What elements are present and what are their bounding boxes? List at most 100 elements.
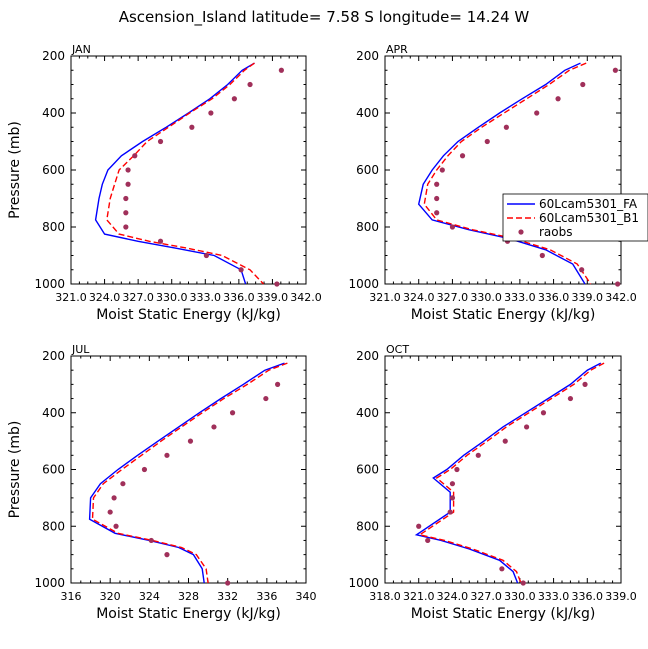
raobs-point	[580, 81, 586, 88]
panels: 321.0 324.0 327.0 330.0 333.0 336.0 339.0 342.0…	[7, 43, 637, 622]
raobs-point	[263, 395, 269, 402]
raobs-point	[164, 452, 170, 458]
x-axis-label: Moist Static Energy (kJ/kg)	[411, 606, 596, 622]
raobs-point	[157, 138, 164, 145]
raobs-point	[225, 580, 231, 586]
y-tick-label: 200	[42, 349, 65, 363]
raobs-point	[502, 438, 508, 444]
raobs-point	[434, 210, 440, 216]
raobs-point	[208, 110, 214, 116]
plot-frame	[384, 355, 622, 584]
x-tick-label: 324.0	[403, 291, 435, 304]
raobs-point	[238, 267, 244, 273]
raobs-point	[582, 381, 588, 387]
y-tick-label: 400	[42, 406, 65, 420]
x-tick-label: 339.0	[605, 590, 637, 603]
raobs-point	[416, 523, 422, 529]
x-tick-label: 318.0	[369, 590, 401, 603]
y-tick-label: 400	[356, 106, 379, 120]
raobs-point	[229, 410, 236, 416]
raobs-point	[231, 96, 237, 102]
raobs-point	[189, 124, 195, 130]
raobs-point	[579, 267, 585, 273]
raobs-point	[125, 181, 131, 187]
raobs-point	[113, 523, 119, 529]
raobs-point	[439, 167, 445, 173]
panel-jan: 321.0 324.0 327.0 330.0 333.0 336.0 339.0 342.0…	[7, 43, 322, 323]
y-tick-label: 800	[356, 519, 379, 533]
panel-label: JAN	[71, 43, 91, 56]
raobs-point	[555, 96, 561, 102]
x-tick-label: 336	[256, 590, 277, 603]
raobs-point	[247, 81, 253, 88]
y-tick-label: 800	[42, 519, 65, 533]
y-tick-label: 600	[42, 163, 65, 177]
raobs-point	[449, 481, 456, 487]
raobs-point	[278, 67, 284, 73]
raobs-point	[203, 252, 210, 259]
x-tick-label: 333.0	[190, 291, 222, 304]
y-tick-label: 1000	[348, 277, 379, 291]
y-tick-label: 800	[42, 220, 65, 234]
legend-entry-label: raobs	[539, 225, 573, 239]
y-axis-label: Pressure (mb)	[7, 121, 23, 219]
raobs-point	[275, 381, 281, 387]
series-line-60lcam5301-b1	[418, 362, 605, 584]
x-axis-label: Moist Static Energy (kJ/kg)	[96, 307, 281, 323]
raobs-point	[449, 495, 456, 501]
x-tick-label: 339.0	[572, 291, 604, 304]
y-tick-label: 200	[356, 349, 379, 363]
raobs-point	[434, 181, 440, 187]
y-tick-label: 1000	[34, 576, 65, 590]
panel-oct: 318.0 321.0 324.0 327.0 330.0 333.0 336.0 339.0…	[348, 343, 636, 622]
x-tick-label: 330.0	[504, 590, 536, 603]
raobs-point	[615, 281, 621, 287]
plot-frame	[384, 55, 622, 285]
x-tick-label: 321.0	[55, 291, 87, 304]
series-line-60lcam5301-fa	[417, 62, 586, 285]
legend-entry-label: 60Lcam5301_FA	[539, 197, 638, 211]
raobs-point	[567, 395, 574, 402]
panel-apr: 321.0 324.0 327.0 330.0 333.0 336.0 339.0 342.0…	[348, 43, 636, 323]
raobs-point	[111, 495, 117, 501]
x-tick-label: 324	[139, 590, 160, 603]
y-tick-label: 1000	[34, 277, 65, 291]
raobs-point	[120, 481, 126, 487]
y-tick-label: 1000	[348, 576, 379, 590]
figure-title: Ascension_Island latitude= 7.58 S longit…	[119, 8, 530, 27]
x-axis-label: Moist Static Energy (kJ/kg)	[411, 307, 596, 323]
x-tick-label: 332	[217, 590, 238, 603]
panel-jul: 316 320 324 328 332 336 340 200 400 600 800 1000 JUL…	[7, 343, 317, 622]
x-tick-label: 321.0	[403, 590, 435, 603]
y-tick-label: 400	[42, 106, 65, 120]
x-tick-label: 327.0	[437, 291, 469, 304]
y-tick-label: 400	[356, 406, 379, 420]
series-line-60lcam5301-b1	[423, 62, 592, 285]
raobs-point	[157, 238, 164, 244]
y-tick-label: 600	[42, 463, 65, 477]
series-line-60lcam5301-fa	[414, 362, 602, 584]
raobs-point	[539, 252, 545, 259]
x-tick-label: 330.0	[156, 291, 188, 304]
x-tick-label: 342.0	[290, 291, 322, 304]
x-tick-label: 316	[61, 590, 82, 603]
raobs-point	[524, 424, 530, 430]
raobs-point	[612, 67, 618, 73]
x-tick-label: 342.0	[605, 291, 637, 304]
raobs-point	[434, 195, 440, 202]
legend-entry-label: 60Lcam5301_B1	[539, 211, 639, 225]
panel-label: OCT	[386, 343, 409, 356]
raobs-point	[503, 124, 509, 130]
x-tick-label: 324.0	[89, 291, 121, 304]
series-line-60lcam5301-b1	[106, 62, 265, 285]
x-tick-label: 321.0	[369, 291, 401, 304]
x-tick-label: 336.0	[572, 590, 604, 603]
series-line-60lcam5301-b1	[91, 362, 288, 584]
raobs-point	[484, 138, 490, 145]
plot-frame	[70, 355, 307, 584]
raobs-point	[164, 552, 170, 558]
x-tick-label: 320	[100, 590, 121, 603]
series-line-60lcam5301-fa	[88, 362, 285, 584]
